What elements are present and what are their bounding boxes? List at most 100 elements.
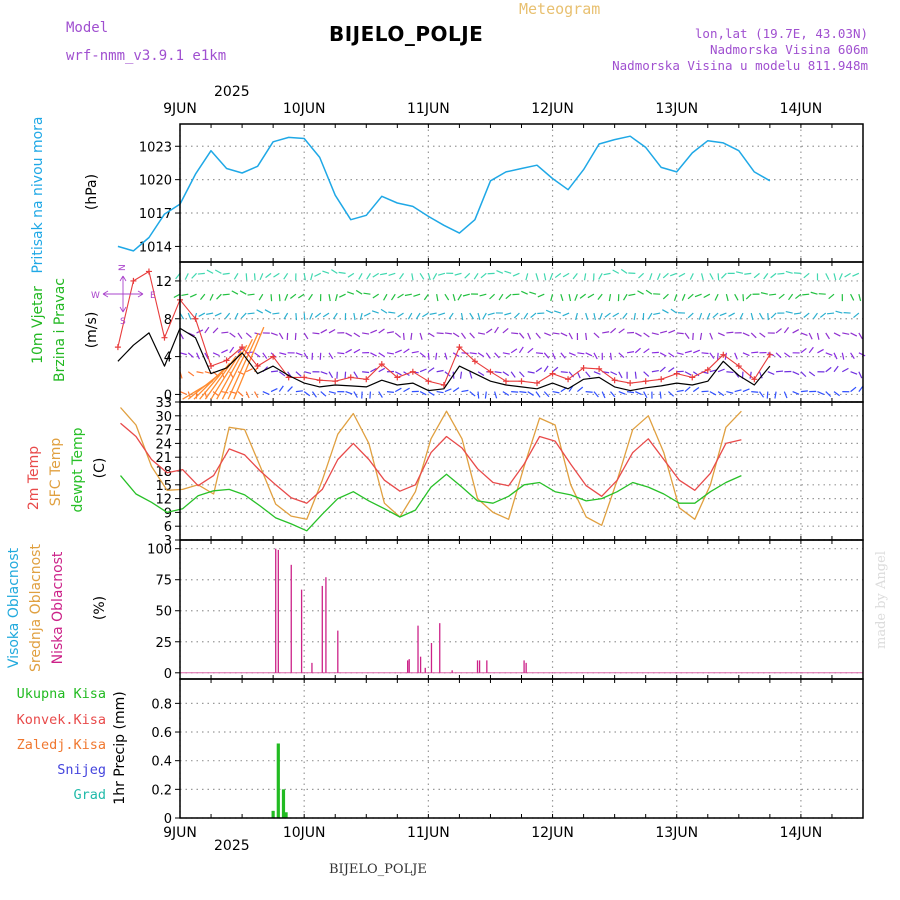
wind-arrow — [604, 312, 611, 318]
wind-arrow — [362, 371, 370, 374]
x-tick-label-bottom: 10JUN — [283, 825, 326, 841]
wind-arrow — [371, 310, 379, 314]
wind-arrow — [687, 293, 694, 300]
wind-arrow — [247, 312, 255, 315]
wind-arrow — [328, 352, 334, 360]
wind-arrow — [489, 293, 496, 300]
wind-arrow — [700, 273, 704, 281]
wind-arrow — [560, 293, 564, 302]
gust-marker — [378, 361, 385, 368]
y-tick-label: 33 — [155, 396, 172, 411]
wind-arrow — [469, 352, 477, 355]
wind-arrow — [429, 312, 437, 315]
wind-arrow — [826, 312, 835, 315]
wind-arrow — [328, 294, 331, 302]
wind-arrow — [278, 385, 284, 392]
wind-arrow — [388, 311, 396, 314]
wind-arrow — [527, 391, 534, 396]
wind-arrow — [628, 293, 636, 297]
wind-arrow — [643, 371, 650, 377]
precip-legend-conv: Konvek.Kisa — [17, 712, 106, 728]
compass-east: E — [150, 291, 156, 301]
wind-arrow — [444, 388, 452, 393]
wind-arrow — [295, 371, 302, 377]
gust-marker — [627, 380, 634, 387]
gust-marker — [611, 377, 618, 384]
pressure-axis-title: Pritisak na nivou mora — [30, 116, 46, 273]
wind-arrow — [212, 352, 220, 357]
dewpt-axis-title: dewpt Temp — [70, 427, 86, 512]
wind-arrow — [237, 391, 244, 397]
gust-marker — [363, 376, 370, 383]
wind-arrow — [783, 326, 790, 334]
wind-arrow — [253, 391, 259, 399]
wind-arrow — [593, 352, 598, 360]
wind-arrow — [808, 332, 813, 340]
wind-arrow — [585, 352, 593, 357]
gust-marker — [347, 374, 354, 381]
wind-arrow — [347, 291, 355, 295]
wind-arrow — [200, 293, 206, 301]
wind-arrow — [209, 293, 214, 301]
wind-arrow — [258, 293, 264, 301]
wind-arrow — [572, 272, 578, 280]
wind-arrow — [825, 366, 832, 373]
wind-arrow — [272, 312, 280, 315]
wind-arrow — [295, 352, 303, 356]
wind-arrow — [785, 310, 793, 314]
wind-arrow — [858, 352, 866, 357]
gust-marker — [673, 370, 680, 377]
wind-arrow — [362, 332, 370, 335]
wind-arrow — [436, 391, 444, 394]
wind-arrow — [833, 365, 839, 373]
wind-arrow — [477, 312, 481, 320]
wind-arrow — [378, 391, 383, 398]
wind-arrow — [543, 273, 547, 281]
wind-arrow — [645, 289, 653, 295]
wind-arrow — [383, 293, 388, 301]
pressure-unit: (hPa) — [84, 174, 100, 210]
gust-marker — [409, 368, 416, 375]
wind-arrow — [216, 293, 222, 300]
wind-arrow — [461, 352, 469, 354]
wind-arrow — [206, 312, 214, 315]
wind-arrow — [719, 312, 727, 317]
wind-arrow — [294, 332, 297, 340]
y-tick-label: 0 — [164, 667, 172, 682]
y-tick-label: 0.6 — [151, 726, 172, 741]
wind-arrow — [224, 312, 231, 319]
y-tick-label: 100 — [147, 543, 172, 558]
precip-legend-grad: Grad — [73, 787, 106, 803]
gust-marker — [161, 334, 168, 341]
wind-arrow — [460, 332, 467, 340]
wind-arrow — [850, 352, 855, 360]
wind-arrow — [245, 391, 250, 399]
wind-arrow — [265, 272, 272, 279]
wind-arrow — [812, 312, 818, 320]
wind-arrow — [353, 391, 358, 398]
gust-marker — [145, 268, 152, 275]
wind-arrow — [775, 352, 782, 359]
wind-arrow — [770, 272, 777, 279]
wind-arrow — [322, 270, 330, 274]
wind-arrow — [726, 371, 734, 374]
gust-marker — [596, 365, 603, 372]
wind-arrow — [593, 332, 600, 339]
wind-arrow — [560, 352, 566, 359]
wind-arrow — [193, 368, 225, 400]
wind-arrow — [397, 293, 404, 299]
wind-arrow — [626, 391, 635, 394]
wind-arrow — [221, 349, 228, 354]
compass-north: N — [118, 264, 128, 271]
wind-arrow — [482, 312, 487, 320]
wind-arrow — [610, 391, 616, 398]
footer-station: BIJELO_POLJE — [329, 862, 427, 877]
wind-arrow — [767, 313, 769, 321]
wind-arrow — [247, 293, 255, 296]
wind-arrow — [221, 331, 229, 334]
y-tick-label: 0 — [164, 812, 172, 827]
wind-arrow — [485, 352, 491, 359]
wind-arrow — [535, 332, 541, 339]
wind-arrow — [734, 389, 742, 393]
y-tick-label: 3 — [164, 534, 172, 549]
